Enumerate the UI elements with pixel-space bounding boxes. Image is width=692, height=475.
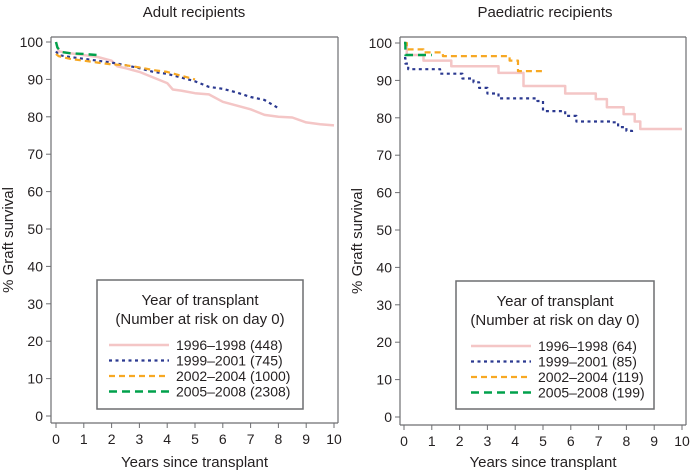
series-line-solid	[54, 41, 335, 127]
x-tick-label: 6	[219, 431, 227, 447]
series-line-dashed	[404, 41, 543, 73]
y-tick-label: 70	[376, 147, 392, 163]
y-tick-label: 100	[20, 34, 44, 50]
y-tick-label: 0	[35, 408, 43, 424]
legend-entry: 2005–2008 (2308)	[176, 384, 290, 400]
legend-title: Year of transplant	[496, 293, 614, 310]
y-tick-label: 60	[376, 185, 392, 201]
y-tick-label: 30	[27, 296, 43, 312]
x-tick-label: 5	[539, 433, 547, 449]
y-tick-label: 100	[369, 35, 393, 51]
legend-subtitle: (Number at risk on day 0)	[115, 311, 284, 328]
y-tick-label: 60	[27, 184, 43, 200]
legend-entry: 2002–2004 (119)	[538, 369, 644, 385]
series-line-solid	[404, 41, 682, 131]
legend-entry: 2002–2004 (1000)	[176, 368, 290, 384]
legend: Year of transplant (Number at risk on day…	[455, 280, 655, 410]
x-tick-label: 7	[595, 433, 603, 449]
adult-recipients-panel: Adult recipients 0 10 20 30 40 50 60 70 80 90 100 0 1…	[0, 4, 342, 471]
y-tick-label: 80	[27, 109, 43, 125]
x-tick-label: 3	[136, 431, 144, 447]
x-tick-label: 8	[275, 431, 283, 447]
series-line-dashed	[55, 53, 196, 81]
legend-entry: 1999–2001 (745)	[176, 353, 283, 369]
legend-subtitle: (Number at risk on day 0)	[470, 312, 639, 329]
y-tick-label: 20	[27, 333, 43, 349]
y-tick-label: 90	[376, 72, 392, 88]
legend-entry: 1996–1998 (448)	[176, 337, 283, 353]
legend: Year of transplant (Number at risk on day…	[96, 279, 304, 410]
x-tick-label: 1	[428, 433, 436, 449]
y-axis-label: % Graft survival	[349, 188, 366, 294]
y-tick-label: 10	[376, 372, 392, 388]
legend-entry: 1996–1998 (64)	[538, 338, 637, 354]
x-tick-label: 4	[511, 433, 519, 449]
y-tick-label: 30	[376, 297, 392, 313]
chart-title: Paediatric recipients	[477, 4, 612, 21]
x-tick-label: 0	[52, 431, 60, 447]
y-tick-label: 70	[27, 146, 43, 162]
paediatric-recipients-panel: Paediatric recipients0102030405060708090…	[349, 4, 690, 471]
x-tick-label: 7	[247, 431, 255, 447]
y-tick-label: 0	[384, 409, 392, 425]
series-line-long-dashed	[404, 41, 432, 57]
y-tick-label: 90	[27, 71, 43, 87]
y-axis-label: % Graft survival	[0, 187, 17, 293]
x-axis-label: Years since transplant	[469, 454, 617, 471]
series-line-dotted	[55, 50, 279, 110]
y-tick-label: 50	[27, 221, 43, 237]
x-tick-label: 5	[191, 431, 199, 447]
x-tick-label: 9	[302, 431, 310, 447]
x-tick-label: 3	[484, 433, 492, 449]
x-tick-label: 2	[456, 433, 464, 449]
legend-entry: 1999–2001 (85)	[538, 354, 637, 370]
x-tick-label: 10	[326, 431, 342, 447]
legend-entry: 2005–2008 (199)	[538, 385, 645, 401]
x-tick-label: 4	[163, 431, 171, 447]
y-tick-label: 20	[376, 334, 392, 350]
x-tick-label: 6	[567, 433, 575, 449]
legend-title: Year of transplant	[141, 292, 259, 309]
series-line-long-dashed	[54, 41, 98, 57]
chart-title: Adult recipients	[143, 4, 246, 21]
y-tick-label: 50	[376, 222, 392, 238]
x-tick-label: 9	[650, 433, 658, 449]
x-tick-label: 2	[108, 431, 116, 447]
x-tick-label: 1	[80, 431, 88, 447]
x-axis-label: Years since transplant	[121, 454, 269, 471]
y-tick-label: 40	[27, 258, 43, 274]
y-tick-label: 40	[376, 259, 392, 275]
x-tick-label: 0	[400, 433, 408, 449]
x-tick-label: 8	[623, 433, 631, 449]
y-tick-label: 80	[376, 110, 392, 126]
x-tick-label: 10	[674, 433, 690, 449]
y-tick-label: 10	[27, 371, 43, 387]
